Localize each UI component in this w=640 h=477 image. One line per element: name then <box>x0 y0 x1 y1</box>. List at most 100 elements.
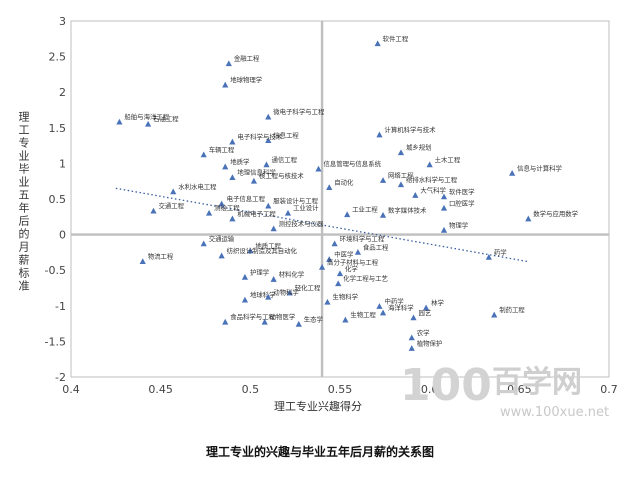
y-tick-label: 0.5 <box>49 193 67 206</box>
data-point-label: 轻化工程 <box>295 283 321 292</box>
data-point-marker <box>318 263 326 270</box>
data-point-marker <box>229 138 236 145</box>
data-point-marker <box>408 334 415 341</box>
data-point-label: 给排水科学与工程 <box>406 175 458 184</box>
y-tick-label: -0.5 <box>45 264 66 277</box>
data-point-label: 环境科学与工程 <box>340 234 385 243</box>
data-point-label: 中药学 <box>384 297 404 306</box>
y-tick-label: -2 <box>55 371 66 384</box>
data-point-marker <box>270 276 277 282</box>
data-point-label: 纺织设计制造及其自动化 <box>227 246 298 255</box>
x-tick-label: 0.6 <box>421 383 439 396</box>
data-point-marker <box>222 163 229 170</box>
data-point-marker <box>426 161 433 168</box>
y-axis-ticks: -2 -1.5 -1 -0.5 0 0.5 1 1.5 2 2.5 3 <box>45 15 66 384</box>
data-point-marker <box>229 215 236 222</box>
y-axis-label: 理工专业毕业五年后的月薪标准 <box>19 111 30 293</box>
data-point-marker <box>376 303 383 309</box>
data-point-label: 车辆工程 <box>209 145 235 154</box>
data-point-label: 物流工程 <box>148 252 174 261</box>
data-point-label: 信息工程 <box>273 131 299 140</box>
y-tick-label: 2.5 <box>49 51 67 64</box>
data-point-marker <box>379 309 387 316</box>
data-point-label: 化学工程与工艺 <box>343 274 388 283</box>
data-point-label: 地质学 <box>230 157 250 166</box>
x-tick-label: 0.65 <box>507 383 532 396</box>
data-point-label: 水利水电工程 <box>178 182 217 191</box>
data-point-marker <box>270 225 277 232</box>
data-point-label: 通信工程 <box>271 155 297 164</box>
data-point-label: 园艺 <box>419 309 432 317</box>
x-tick-label: 0.5 <box>242 383 260 396</box>
data-point-label: 高分子材料与工程 <box>327 257 379 266</box>
data-point-marker <box>284 209 292 216</box>
data-point-label: 土木工程 <box>435 155 461 164</box>
data-point-label: 自动化 <box>334 178 354 187</box>
data-point-label: 机械电子工程 <box>237 209 276 218</box>
data-point-marker <box>412 192 419 198</box>
watermark-digits: 100 <box>400 360 492 411</box>
data-point-label: 农学 <box>417 328 430 337</box>
data-point-label: 材料化学 <box>279 269 305 278</box>
x-tick-label: 0.7 <box>600 383 618 396</box>
data-point-marker <box>225 60 232 67</box>
data-point-marker <box>342 316 349 323</box>
data-point-label: 地质工程 <box>255 241 281 250</box>
data-point-marker <box>315 165 322 172</box>
data-point-marker <box>241 296 249 303</box>
data-point-marker <box>222 318 229 325</box>
x-tick-label: 0.4 <box>62 383 80 396</box>
data-point-marker <box>222 81 229 88</box>
data-point-label: 护理学 <box>250 267 270 276</box>
data-point-marker <box>265 113 272 120</box>
x-axis-label: 理工专业兴趣得分 <box>274 399 362 413</box>
data-point-marker <box>354 249 362 255</box>
data-point-label: 数学与应用数学 <box>533 209 578 218</box>
y-tick-label: 1 <box>59 157 66 170</box>
watermark-url: www.100xue.net <box>500 405 609 420</box>
x-tick-label: 0.55 <box>328 383 353 396</box>
data-point-marker <box>331 240 338 247</box>
data-point-label: 计算机科学与技术 <box>384 125 436 134</box>
chart-caption: 理工专业的兴趣与毕业五年后月薪的关系图 <box>206 444 434 459</box>
data-point-marker <box>139 258 146 265</box>
trendline <box>115 187 529 263</box>
data-point-label: 大气科学 <box>420 185 446 194</box>
data-point-marker <box>150 207 157 214</box>
data-point-marker <box>344 211 351 218</box>
data-point-label: 生物工程 <box>350 310 376 319</box>
data-point-label: 信息与计算科学 <box>517 163 562 172</box>
data-point-marker <box>525 215 532 222</box>
data-point-marker <box>397 149 405 156</box>
data-point-marker <box>263 161 270 168</box>
data-point-label: 网络工程 <box>388 170 414 179</box>
data-point-marker <box>379 177 387 183</box>
data-point-label: 交通运输 <box>209 234 235 243</box>
data-point-marker <box>218 200 225 207</box>
watermark-logo: 100 百学网 www.100xue.net <box>400 360 609 420</box>
data-point-marker <box>265 202 272 209</box>
data-point-label: 化学 <box>345 264 358 273</box>
data-point-marker <box>205 209 213 216</box>
data-point-label: 生态学 <box>304 314 324 323</box>
data-point-marker <box>116 118 123 125</box>
data-point-label: 食品科学与工程 <box>230 312 275 321</box>
data-point-label: 船舶与海洋工程 <box>124 112 169 121</box>
data-point-marker <box>170 188 177 195</box>
data-point-marker <box>491 311 498 318</box>
data-point-marker <box>229 174 236 181</box>
data-point-marker <box>376 131 383 138</box>
data-point-marker <box>440 193 448 200</box>
data-point-label: 生物科学 <box>332 292 358 301</box>
data-point-label: 物理学 <box>449 220 469 229</box>
y-tick-label: 2 <box>59 86 66 99</box>
data-point-label: 测绘工程 <box>214 203 240 212</box>
data-point-marker <box>379 211 387 218</box>
y-tick-label: -1 <box>55 300 66 313</box>
x-tick-label: 0.45 <box>148 383 173 396</box>
data-point-label: 中医学 <box>334 250 354 259</box>
y-tick-label: 3 <box>59 15 66 28</box>
data-point-label: 微电子科学与工程 <box>273 107 325 116</box>
